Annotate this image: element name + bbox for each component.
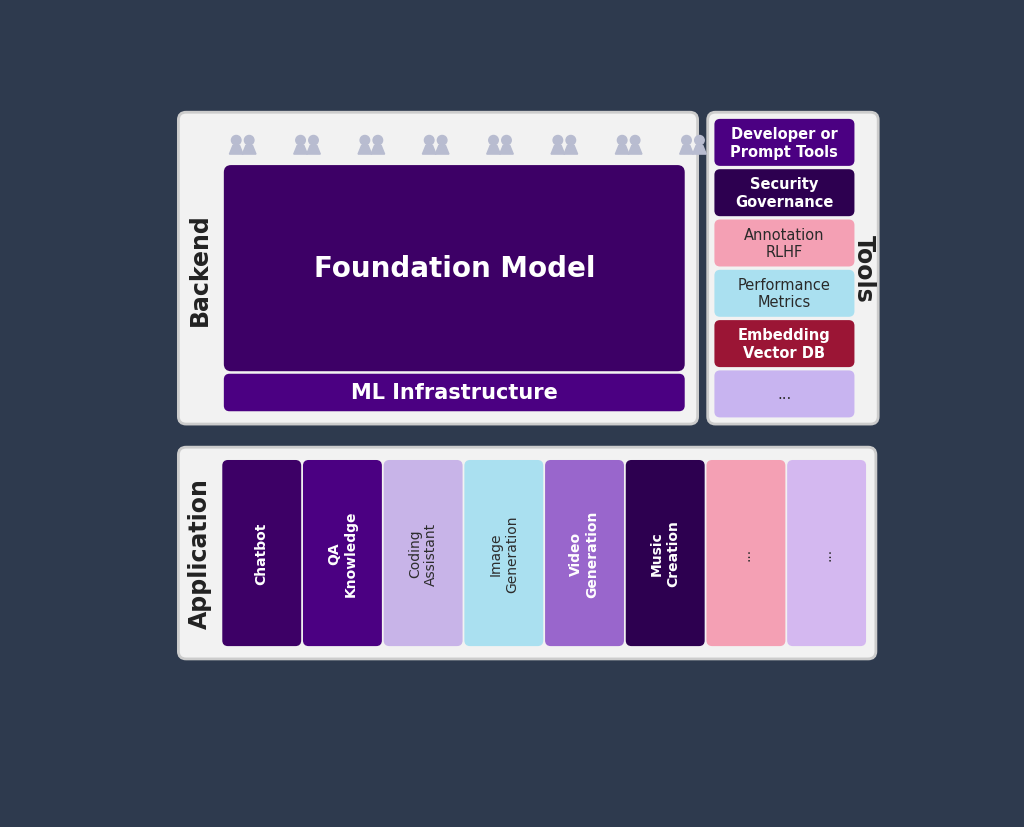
Polygon shape <box>229 146 243 155</box>
Text: Music
Creation: Music Creation <box>650 520 680 587</box>
Polygon shape <box>680 146 693 155</box>
Polygon shape <box>371 146 385 155</box>
Text: ...: ... <box>777 387 792 402</box>
Polygon shape <box>615 146 629 155</box>
Polygon shape <box>306 146 321 155</box>
FancyBboxPatch shape <box>385 461 462 645</box>
Circle shape <box>631 136 640 146</box>
Polygon shape <box>629 146 642 155</box>
FancyBboxPatch shape <box>304 461 381 645</box>
Text: Embedding
Vector DB: Embedding Vector DB <box>738 328 830 361</box>
Text: Coding
Assistant: Coding Assistant <box>408 522 438 585</box>
Text: Image
Generation: Image Generation <box>488 514 519 592</box>
FancyBboxPatch shape <box>178 113 697 424</box>
Text: ...: ... <box>819 547 834 560</box>
FancyBboxPatch shape <box>223 461 300 645</box>
Polygon shape <box>358 146 372 155</box>
Text: Application: Application <box>188 478 212 629</box>
Circle shape <box>553 136 562 146</box>
Circle shape <box>231 136 241 146</box>
FancyBboxPatch shape <box>708 461 784 645</box>
FancyBboxPatch shape <box>716 322 853 366</box>
Circle shape <box>437 136 446 146</box>
FancyBboxPatch shape <box>178 447 876 659</box>
Circle shape <box>308 136 318 146</box>
Circle shape <box>694 136 705 146</box>
Circle shape <box>617 136 627 146</box>
Text: Performance
Metrics: Performance Metrics <box>738 278 830 310</box>
Text: ...: ... <box>739 547 753 560</box>
FancyBboxPatch shape <box>716 271 853 317</box>
Circle shape <box>360 136 370 146</box>
FancyBboxPatch shape <box>546 461 623 645</box>
Text: Backend: Backend <box>188 213 212 325</box>
Polygon shape <box>486 146 501 155</box>
Circle shape <box>566 136 575 146</box>
Polygon shape <box>500 146 513 155</box>
FancyBboxPatch shape <box>716 372 853 417</box>
FancyBboxPatch shape <box>225 375 684 411</box>
FancyBboxPatch shape <box>716 171 853 216</box>
Text: ML Infrastructure: ML Infrastructure <box>351 383 558 403</box>
Text: Security
Governance: Security Governance <box>735 177 834 209</box>
Text: Annotation
RLHF: Annotation RLHF <box>744 227 824 260</box>
Circle shape <box>488 136 499 146</box>
Text: Video
Generation: Video Generation <box>569 509 600 597</box>
FancyBboxPatch shape <box>708 113 879 424</box>
FancyBboxPatch shape <box>716 222 853 266</box>
FancyBboxPatch shape <box>788 461 865 645</box>
Polygon shape <box>422 146 436 155</box>
Circle shape <box>502 136 511 146</box>
Text: Chatbot: Chatbot <box>255 522 268 585</box>
Circle shape <box>245 136 254 146</box>
Polygon shape <box>564 146 578 155</box>
Text: QA
Knowledge: QA Knowledge <box>328 510 357 596</box>
Circle shape <box>373 136 383 146</box>
Text: Developer or
Prompt Tools: Developer or Prompt Tools <box>730 127 839 160</box>
Polygon shape <box>692 146 707 155</box>
Text: Foundation Model: Foundation Model <box>313 255 595 283</box>
FancyBboxPatch shape <box>627 461 703 645</box>
Circle shape <box>682 136 691 146</box>
FancyBboxPatch shape <box>716 121 853 165</box>
FancyBboxPatch shape <box>466 461 543 645</box>
Polygon shape <box>435 146 449 155</box>
Circle shape <box>296 136 305 146</box>
Polygon shape <box>294 146 307 155</box>
Circle shape <box>424 136 434 146</box>
Text: Tools: Tools <box>852 235 877 303</box>
Polygon shape <box>243 146 256 155</box>
Polygon shape <box>551 146 564 155</box>
FancyBboxPatch shape <box>225 167 684 370</box>
